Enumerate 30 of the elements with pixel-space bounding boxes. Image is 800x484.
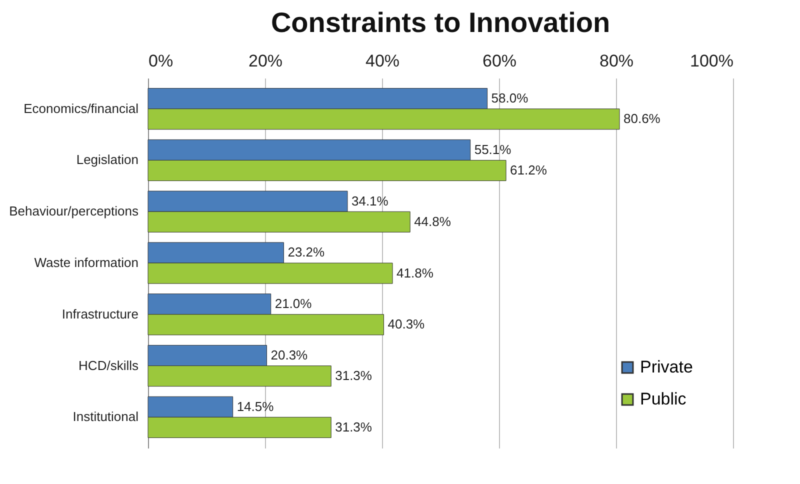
data-label: 20.3%: [270, 348, 308, 362]
data-label: 58.0%: [491, 90, 529, 106]
y-tick-label: HCD/skills: [78, 358, 139, 373]
data-label: 55.1%: [474, 142, 512, 157]
data-label: 40.3%: [388, 316, 426, 332]
y-tick-label: Legislation: [76, 152, 138, 168]
x-tick-label: 40%: [365, 52, 400, 70]
x-tick-label: 20%: [248, 52, 283, 70]
y-tick-label: Infrastructure: [62, 306, 138, 322]
y-tick-label: Institutional: [72, 409, 139, 424]
legend-label: Public: [640, 390, 687, 408]
data-label: 31.3%: [335, 419, 372, 434]
data-label: 21.0%: [274, 296, 312, 312]
chart-title: Constraints to Innovation: [270, 7, 610, 38]
data-label: 34.1%: [351, 193, 389, 208]
y-tick-label: Waste information: [34, 255, 138, 270]
data-label: 61.2%: [510, 162, 548, 178]
x-tick-label: 60%: [482, 52, 517, 70]
x-tick-label: 100%: [690, 52, 734, 70]
data-label: 80.6%: [624, 111, 661, 126]
y-tick-label: Behaviour/perceptions: [9, 204, 139, 219]
data-label: 23.2%: [288, 244, 326, 260]
data-label: 31.3%: [335, 368, 372, 384]
x-tick-label: 0%: [148, 52, 174, 70]
x-tick-label: 80%: [599, 52, 634, 70]
y-tick-label: Economics/financial: [24, 100, 139, 116]
data-label: 14.5%: [236, 398, 274, 414]
data-label: 44.8%: [414, 214, 452, 229]
data-label: 41.8%: [396, 265, 434, 280]
legend-label: Private: [640, 358, 693, 376]
